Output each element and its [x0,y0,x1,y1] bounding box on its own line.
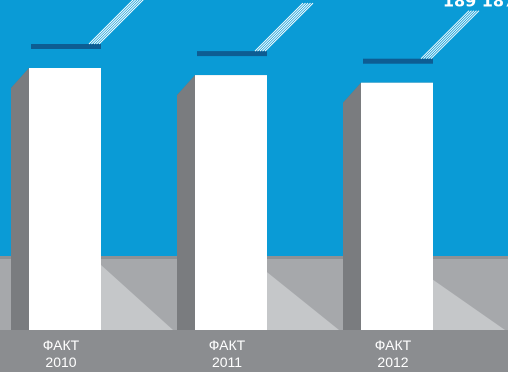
value-label: 195 012 [277,0,349,3]
leader-line [98,0,144,45]
bar-side-face [343,82,361,330]
category-label: 2010 [45,354,76,370]
leader-line [430,10,480,60]
leader-line [262,2,311,52]
category-label: 2012 [377,354,408,370]
category-label: ФАКТ [43,337,80,353]
category-label: 2011 [212,354,242,370]
footer-band [0,330,508,372]
bar [361,82,433,330]
leader-line [425,10,475,60]
labels-group: 200 439ФАКТ2010195 012ФАКТ2011189 187ФАК… [43,0,508,370]
bar-side-face [11,68,29,330]
leader-line [88,0,134,45]
leader-line [257,2,306,52]
leader-line [91,0,137,45]
bar-cap [31,44,101,49]
bar-cap [197,51,267,57]
leader-line [93,0,139,45]
bar-cap [363,58,433,64]
bar [195,75,267,330]
category-label: ФАКТ [209,337,246,353]
value-label: 189 187 [443,0,508,11]
leader-line [254,2,304,52]
leader-line [428,10,477,60]
bar [29,68,101,330]
leader-line [423,10,472,60]
bar-side-face [177,75,195,330]
leader-line [96,0,142,45]
leader-line [420,10,470,60]
leader-line [259,2,309,52]
category-label: ФАКТ [375,337,412,353]
leader-line [264,2,314,52]
bars-group [11,44,505,330]
